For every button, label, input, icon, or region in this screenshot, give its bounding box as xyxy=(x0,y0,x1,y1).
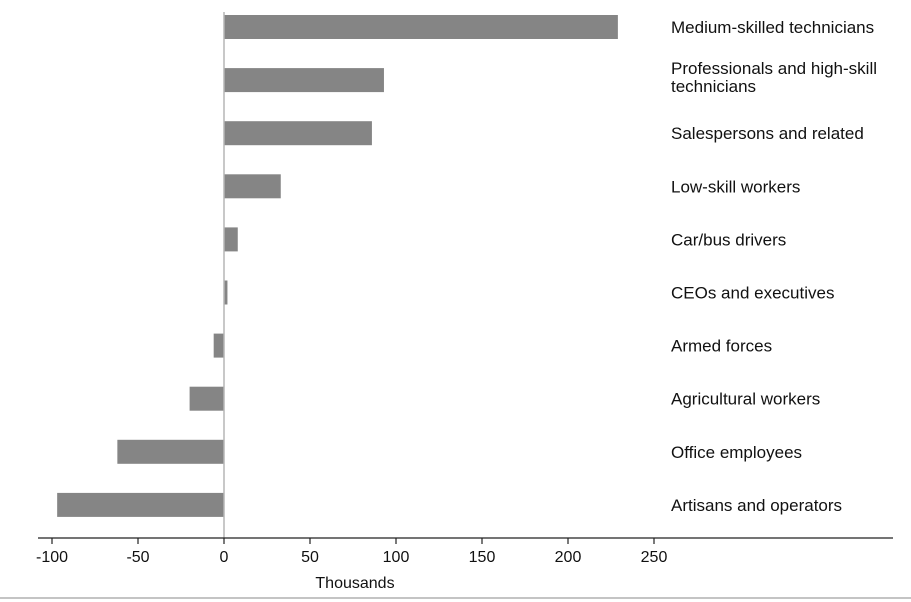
bar-9 xyxy=(57,492,224,517)
category-label: Car/bus drivers xyxy=(671,230,786,249)
category-label: Artisans and operators xyxy=(671,496,842,515)
category-label: Low-skill workers xyxy=(671,177,800,196)
category-label-line: CEOs and executives xyxy=(671,284,834,303)
category-label-line: Agricultural workers xyxy=(671,390,820,409)
bar-4 xyxy=(224,227,238,252)
x-axis-ticks xyxy=(51,538,655,544)
category-label-line: Salespersons and related xyxy=(671,124,864,143)
bar-5 xyxy=(224,280,228,305)
category-label: Agricultural workers xyxy=(671,390,820,409)
x-tick-label: 250 xyxy=(641,549,668,566)
category-label-line: Professionals and high-skill xyxy=(671,59,877,78)
category-label-line: Medium-skilled technicians xyxy=(671,18,874,37)
bar-1 xyxy=(224,68,384,93)
bar-7 xyxy=(189,386,224,411)
category-label: Armed forces xyxy=(671,337,772,356)
x-tick-label: 200 xyxy=(555,549,582,566)
category-label: Office employees xyxy=(671,443,802,462)
bars-group xyxy=(57,15,618,517)
category-label: Salespersons and related xyxy=(671,124,864,143)
category-label: Professionals and high-skill technicians xyxy=(671,59,877,96)
bar-8 xyxy=(117,439,224,464)
category-label-line: Low-skill workers xyxy=(671,177,800,196)
category-label-line: Armed forces xyxy=(671,337,772,356)
category-label: Medium-skilled technicians xyxy=(671,18,874,37)
x-axis-title: Thousands xyxy=(315,575,394,592)
category-label-line: Car/bus drivers xyxy=(671,230,786,249)
category-label-line: Artisans and operators xyxy=(671,496,842,515)
bar-2 xyxy=(224,121,372,146)
x-axis-tick-labels: -100 -50 0 50 100 150 200 250 xyxy=(36,549,667,566)
x-tick-label: 100 xyxy=(383,549,410,566)
bar-0 xyxy=(224,15,618,39)
bar-3 xyxy=(224,174,281,199)
category-label: CEOs and executives xyxy=(671,284,834,303)
bar-6 xyxy=(213,333,224,358)
x-tick-label: 50 xyxy=(301,549,319,566)
category-label-line: technicians xyxy=(671,77,756,96)
category-label-line: Office employees xyxy=(671,443,802,462)
x-tick-label: 0 xyxy=(220,549,229,566)
x-tick-label: -100 xyxy=(36,549,68,566)
x-tick-label: -50 xyxy=(126,549,149,566)
category-labels: Medium-skilled technicians Professionals … xyxy=(671,18,877,515)
x-tick-label: 150 xyxy=(469,549,496,566)
